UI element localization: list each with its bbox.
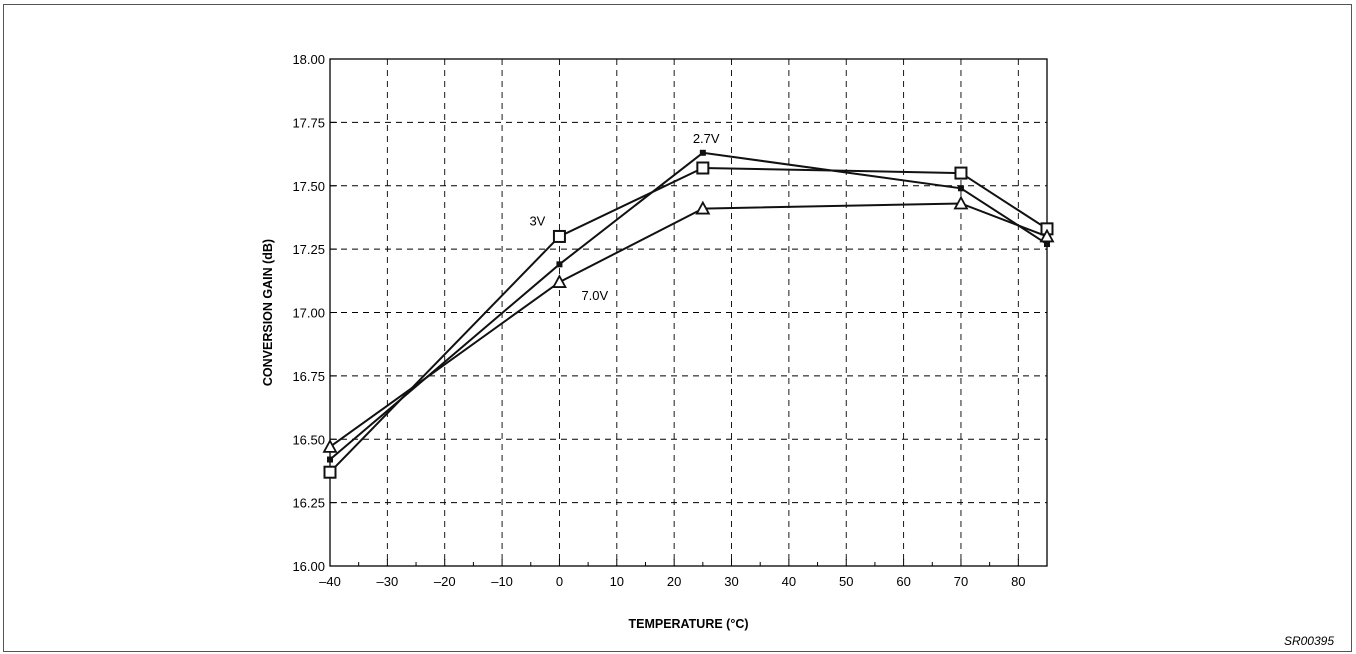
- x-axis-title: TEMPERATURE (°C): [628, 617, 748, 631]
- x-tick-label: 0: [556, 574, 563, 589]
- figure-frame: [3, 4, 1352, 652]
- x-tick-labels: –40 –30 –20 –10 0 10 20 30 40 50 60 70 80: [319, 574, 1025, 589]
- data-point-filled-square: [327, 456, 333, 463]
- y-tick-label: 16.25: [292, 496, 325, 511]
- data-point-open-triangle: [1039, 228, 1055, 243]
- y-tick-labels: 16.00 16.25 16.50 16.75 17.00 17.25 17.50 17.75…: [292, 52, 325, 574]
- x-tick-label: 70: [954, 574, 968, 589]
- data-point-open-triangle: [322, 438, 338, 453]
- x-tick-label: –30: [377, 574, 399, 589]
- grid-lines: [330, 59, 1047, 566]
- x-tick-label: –20: [434, 574, 456, 589]
- y-tick-label: 17.75: [292, 115, 325, 130]
- data-point-open-triangle: [551, 274, 567, 288]
- series-markers: [322, 149, 1055, 479]
- y-tick-label: 16.00: [292, 559, 325, 574]
- x-tick-label: 60: [896, 574, 910, 589]
- data-point-open-square: [696, 161, 710, 175]
- y-tick-label: 17.00: [292, 306, 325, 321]
- figure-code: SR00395: [1284, 634, 1334, 648]
- x-tick-label: 40: [782, 574, 796, 589]
- axis-ticks: [329, 58, 1019, 567]
- series-line-3v: [329, 167, 1048, 473]
- x-tick-label: 80: [1011, 574, 1025, 589]
- series-label-3v: 3V: [529, 213, 545, 228]
- data-point-open-square: [552, 229, 566, 243]
- x-tick-label: –40: [319, 574, 341, 589]
- data-point-filled-square: [699, 149, 706, 156]
- y-axis-title: CONVERSION GAIN (dB): [261, 239, 275, 386]
- x-tick-label: –10: [491, 574, 513, 589]
- y-tick-label: 16.75: [292, 369, 325, 384]
- y-tick-label: 17.25: [292, 242, 325, 257]
- series-label-2-7v: 2.7V: [693, 131, 720, 146]
- series-line-2-7v: [329, 151, 1048, 461]
- series-label-7-0v: 7.0V: [581, 288, 608, 303]
- data-point-open-square: [323, 465, 337, 479]
- x-tick-label: 30: [724, 574, 738, 589]
- data-point-filled-square: [957, 185, 964, 192]
- data-point-open-triangle: [953, 195, 969, 210]
- data-point-filled-square: [556, 261, 563, 268]
- x-tick-label: 20: [667, 574, 681, 589]
- x-tick-label: 10: [610, 574, 624, 589]
- y-tick-label: 16.50: [292, 432, 325, 447]
- y-tick-label: 18.00: [292, 52, 325, 67]
- data-point-filled-square: [1044, 241, 1050, 248]
- x-tick-label: 50: [839, 574, 853, 589]
- series-line-7-0v: [329, 202, 1048, 448]
- data-point-open-triangle: [695, 200, 711, 215]
- y-tick-label: 17.50: [292, 179, 325, 194]
- data-point-open-square: [954, 166, 968, 180]
